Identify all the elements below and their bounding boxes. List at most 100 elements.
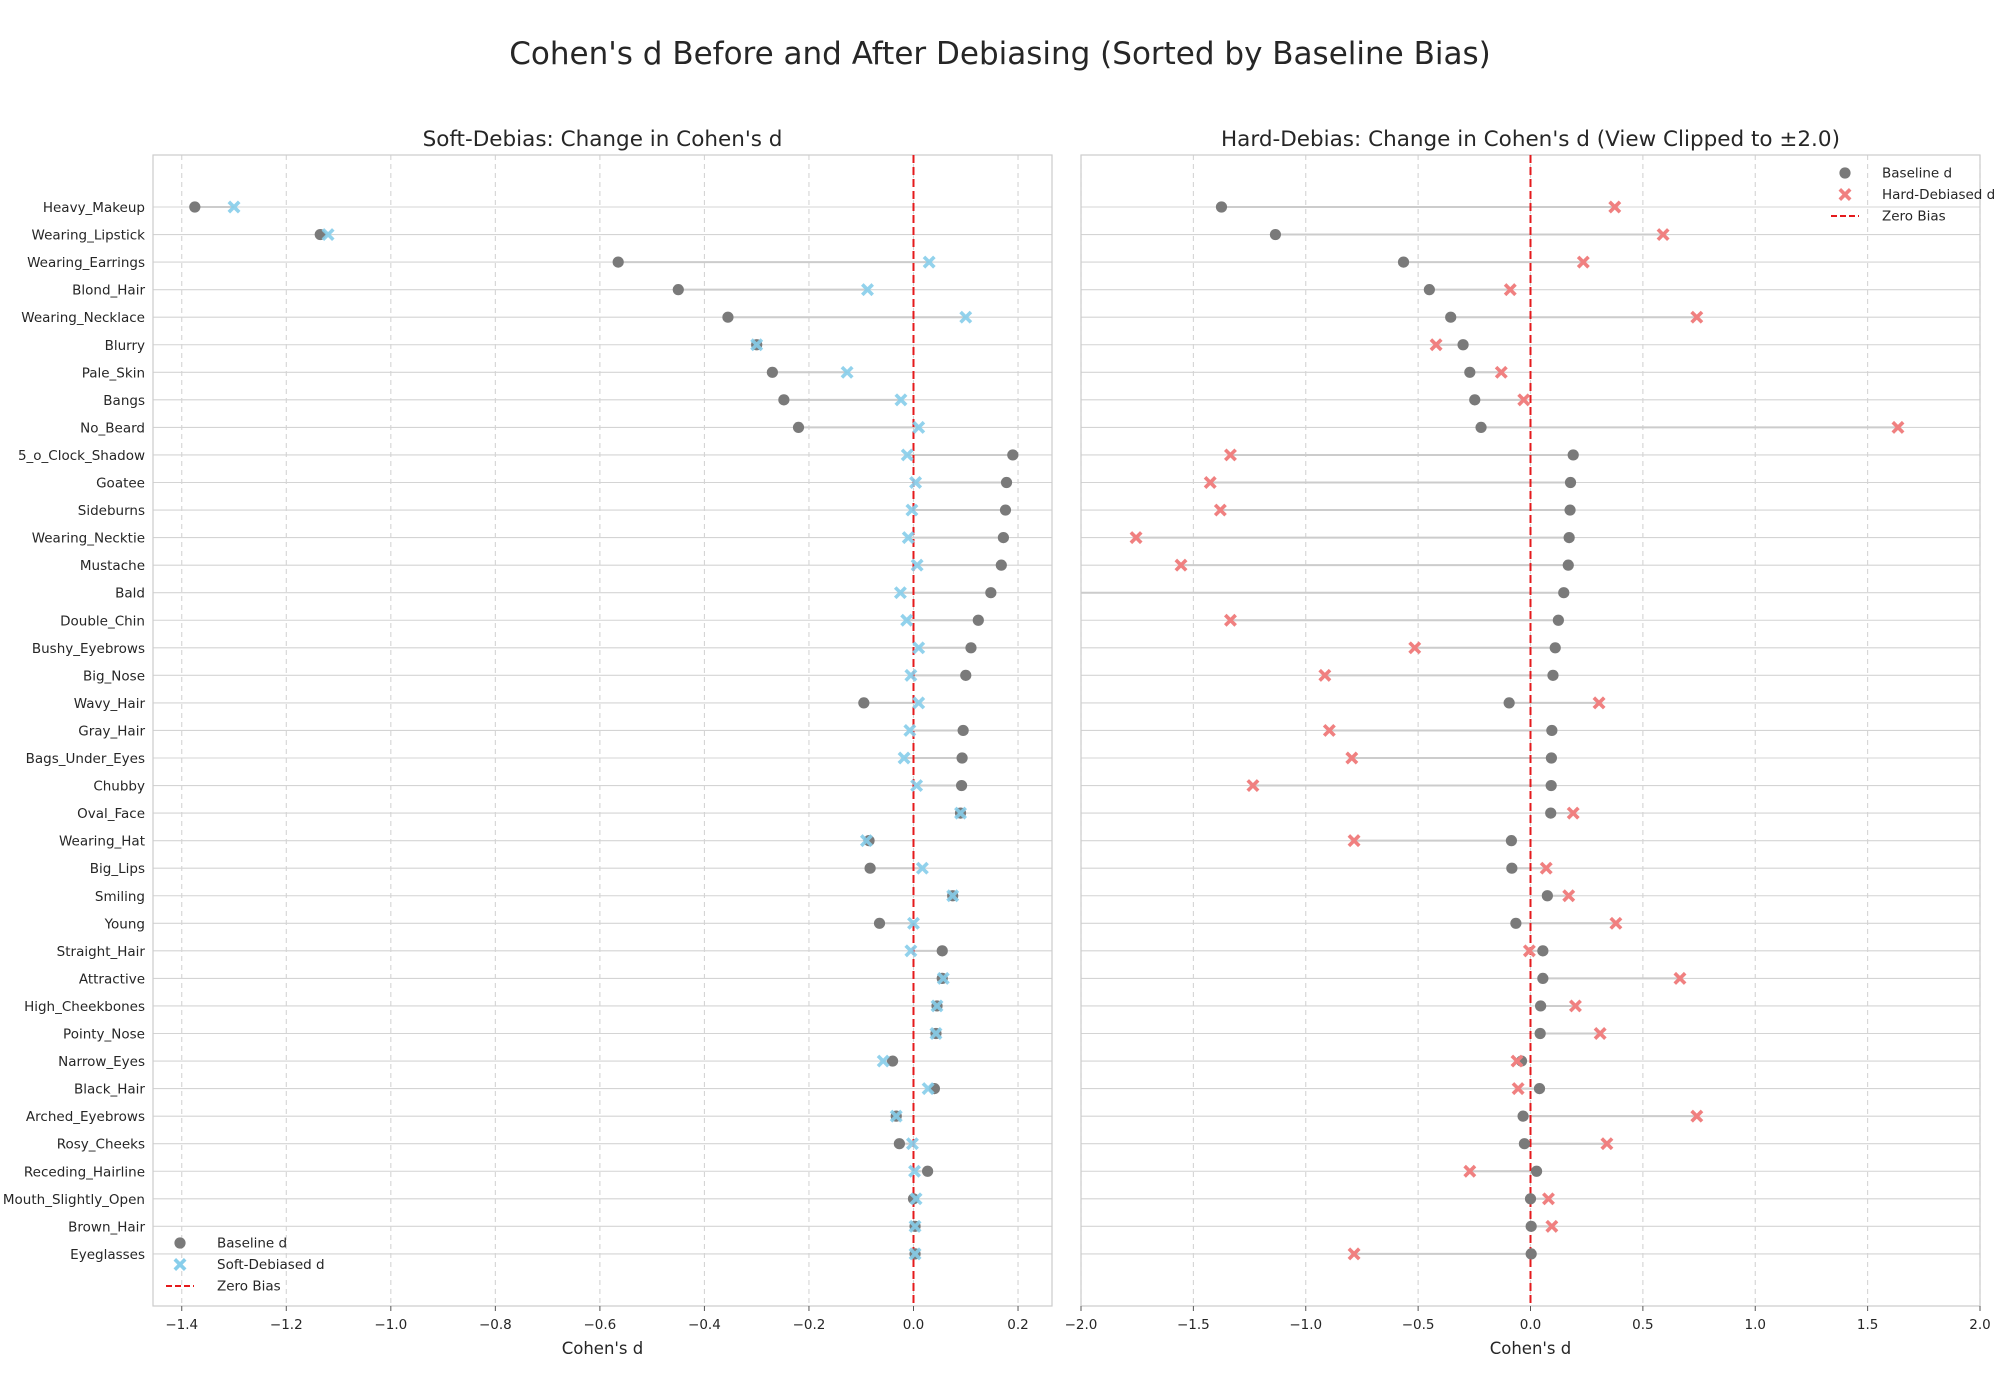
hard-legend-label-zero-bias: Zero Bias [1882,209,1946,225]
hard-debiased-point-young [1609,916,1623,930]
soft-baseline-point-gray-hair [957,724,969,737]
hard-legend-label-baseline-d: Baseline d [1882,166,1952,182]
soft-x-tick-label: −0.2 [793,1317,826,1333]
hard-baseline-point-bushy-eyebrows [1549,642,1561,654]
hard-debiased-point-mouth-slightly-open [1542,1192,1555,1206]
hard-debiased-point-blurry [1429,338,1443,352]
hard-debiased-point-attractive [1673,971,1687,985]
soft-legend-debiased-marker [173,1258,187,1271]
hard-x-tick-label: 2.0 [1969,1317,1990,1333]
y-tick-label-sideburns: Sideburns [78,503,145,519]
y-tick-label-bangs: Bangs [103,393,145,409]
soft-x-tick-label: −1.4 [165,1317,198,1333]
hard-x-tick-label: 0.5 [1632,1317,1653,1333]
y-tick-label-goatee: Goatee [96,476,145,492]
soft-baseline-point-pale-skin [766,366,778,378]
y-tick-label-wearing-hat: Wearing_Hat [59,834,145,850]
soft-debiased-point-pointy-nose [929,1027,943,1040]
soft-baseline-point-wearing-necklace [722,311,734,323]
soft-debiased-point-narrow-eyes [876,1054,890,1068]
y-tick-label-eyeglasses: Eyeglasses [70,1247,145,1263]
hard-debiased-point-smiling [1562,889,1576,903]
soft-debiased-point-blurry [750,338,764,352]
hard-debiased-point-brown-hair [1545,1219,1559,1233]
hard-baseline-point-wearing-lipstick [1269,228,1282,241]
soft-debiased-point-chubby [910,779,924,793]
soft-baseline-point-5-o-clock-shadow [1007,449,1019,461]
hard-baseline-point-bags-under-eyes [1545,752,1558,764]
soft-baseline-point-bags-under-eyes [956,752,968,764]
hard-debiased-point-5-o-clock-shadow [1223,448,1237,462]
soft-debiased-point-goatee [909,476,923,489]
hard-baseline-point-rosy-cheeks [1518,1138,1531,1150]
y-tick-label-black-hair: Black_Hair [74,1082,145,1098]
hard-debiased-point-wearing-necktie [1129,531,1143,545]
hard-debiased-point-big-lips [1539,861,1553,875]
soft-debiased-point-double-chin [900,613,914,627]
hard-debiased-point-high-cheekbones [1568,999,1582,1013]
hard-baseline-point-bald [1558,587,1570,599]
hard-baseline-point-young [1510,917,1522,929]
hard-baseline-point-chubby [1545,779,1557,792]
hard-debiased-point-heavy-makeup [1608,200,1622,214]
soft-x-tick-label: −0.6 [583,1317,616,1333]
soft-baseline-point-blond-hair [672,284,684,296]
soft-legend-label-baseline-d: Baseline d [217,1236,287,1252]
hard-baseline-point-smiling [1541,890,1553,902]
soft-debiased-point-sideburns [905,503,919,517]
soft-debiased-point-straight-hair [904,944,918,958]
hard-debiased-point-big-nose [1318,668,1332,682]
y-tick-label-chubby: Chubby [93,779,145,795]
y-tick-label-receding-hairline: Receding_Hairline [24,1164,145,1180]
hard-x-tick-label: −1.0 [1289,1317,1322,1333]
hard-baseline-point-big-lips [1506,862,1518,874]
hard-baseline-point-black-hair [1533,1083,1546,1095]
hard-debiased-point-receding-hairline [1463,1164,1477,1178]
y-tick-label-no-beard: No_Beard [80,420,145,436]
y-tick-label-brown-hair: Brown_Hair [68,1219,145,1235]
y-tick-label-big-lips: Big_Lips [90,861,145,877]
hard-debiased-point-chubby [1246,779,1260,793]
hard-baseline-point-brown-hair [1525,1220,1537,1232]
y-tick-label-arched-eyebrows: Arched_Eyebrows [26,1109,145,1125]
soft-baseline-point-double-chin [972,614,984,626]
y-tick-label-bags-under-eyes: Bags_Under_Eyes [26,751,145,767]
hard-baseline-point-goatee [1564,476,1577,489]
hard-debiased-point-bags-under-eyes [1345,751,1359,765]
hard-debiased-point-wearing-hat [1347,834,1361,848]
soft-subplot-title: Soft-Debias: Change in Cohen's d [423,127,783,152]
y-tick-label-bald: Bald [115,586,145,602]
hard-baseline-point-gray-hair [1546,724,1558,737]
soft-debiased-point-receding-hairline [908,1164,922,1178]
y-tick-label-mouth-slightly-open: Mouth_Slightly_Open [3,1192,145,1208]
hard-debiased-point-goatee [1203,476,1217,489]
soft-debiased-point-rosy-cheeks [905,1137,919,1151]
soft-baseline-point-straight-hair [936,945,948,957]
soft-debiased-point-bald [893,586,907,600]
hard-baseline-point-pointy-nose [1534,1027,1546,1040]
hard-debiased-point-wearing-earrings [1576,255,1590,269]
hard-debiased-point-bushy-eyebrows [1408,641,1422,655]
hard-debiased-point-rosy-cheeks [1600,1137,1614,1151]
y-tick-label-attractive: Attractive [79,971,145,987]
soft-debiased-point-wavy-hair [912,696,926,710]
soft-x-tick-label: −0.4 [688,1317,721,1333]
hard-debiased-point-gray-hair [1322,723,1336,737]
soft-debiased-point-wearing-earrings [922,255,936,269]
hard-baseline-point-blond-hair [1423,284,1435,296]
hard-x-tick-label: −2.0 [1065,1317,1098,1333]
soft-baseline-point-goatee [1000,476,1013,489]
hard-baseline-point-wearing-necklace [1445,311,1457,323]
hard-debiased-point-pale-skin [1494,365,1508,379]
soft-debiased-point-5-o-clock-shadow [900,448,914,462]
soft-x-axis-label: Cohen's d [562,1339,644,1358]
soft-x-tick-label: −1.0 [374,1317,407,1333]
soft-debiased-point-no-beard [912,420,926,434]
hard-x-tick-label: −1.5 [1177,1317,1210,1333]
soft-legend-baseline-marker [174,1237,186,1249]
hard-debiased-point-arched-eyebrows [1690,1109,1704,1123]
hard-debiased-point-pointy-nose [1593,1027,1607,1040]
soft-baseline-point-wearing-necktie [997,532,1009,544]
hard-debiased-point-eyeglasses [1347,1247,1361,1261]
hard-baseline-point-wearing-hat [1505,835,1517,847]
